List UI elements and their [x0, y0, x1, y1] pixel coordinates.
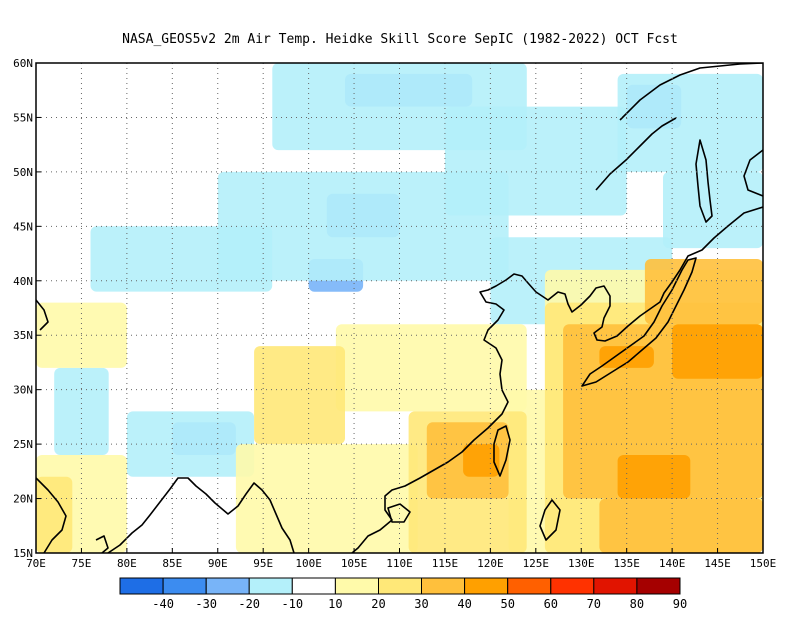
coastline-arabian-sea-south	[36, 477, 67, 553]
lon-tick-label: 120E	[477, 557, 504, 570]
lat-tick-label: 45N	[13, 220, 33, 233]
map-frame	[35, 62, 764, 554]
lat-tick-label: 50N	[13, 166, 33, 179]
lat-tick-label: 35N	[13, 329, 33, 342]
lon-tick-label: 80E	[117, 557, 137, 570]
lat-tick-label: 60N	[13, 57, 33, 70]
lat-tick-label: 30N	[13, 384, 33, 397]
skill-region-20	[36, 476, 73, 553]
colorbar-swatch	[507, 577, 552, 595]
lon-tick-label: 105E	[341, 557, 368, 570]
skill-region-30	[644, 259, 763, 325]
skill-region-40	[617, 455, 691, 499]
colorbar-label: 30	[414, 597, 428, 611]
skill-region-40	[672, 324, 763, 379]
skill-region-20	[254, 346, 345, 445]
coastline-okhotsk	[619, 63, 763, 121]
colorbar-label: -40	[152, 597, 174, 611]
lat-tick-label: 40N	[13, 275, 33, 288]
colorbar-label: 90	[673, 597, 687, 611]
colorbar-swatch	[636, 577, 681, 595]
lat-tick-label: 15N	[13, 547, 33, 560]
lon-tick-label: 140E	[659, 557, 686, 570]
colorbar-label: 20	[371, 597, 385, 611]
figure-title: NASA_GEOS5v2 2m Air Temp. Heidke Skill S…	[122, 32, 678, 47]
colorbar-swatch	[593, 577, 638, 595]
skill-region-neg10	[90, 226, 273, 292]
colorbar-label: 40	[457, 597, 471, 611]
coastline-layer	[36, 63, 763, 553]
skill-region-10	[335, 324, 527, 412]
colorbar-swatch	[205, 577, 250, 595]
colorbar-label: 10	[328, 597, 342, 611]
lat-lon-grid	[35, 62, 764, 554]
lon-tick-label: 100E	[295, 557, 322, 570]
colorbar-label: -20	[238, 597, 260, 611]
lon-tick-label: 125E	[523, 557, 550, 570]
lon-tick-label: 70E	[26, 557, 46, 570]
coastline-arabian-sea	[36, 299, 49, 331]
coastline-philippines	[539, 499, 561, 541]
coastline-okhotsk-south	[595, 117, 677, 191]
coastline-hainan	[387, 503, 411, 523]
skill-region-30	[599, 498, 763, 553]
colorbar-swatch	[119, 577, 164, 595]
colorbar-label: 60	[544, 597, 558, 611]
colorbar-swatch	[291, 577, 336, 595]
colorbar: -40 -30 -20 -10 10 20 30 40 50 60 70 80 90	[119, 577, 687, 611]
lon-tick-label: 90E	[208, 557, 228, 570]
colorbar-label: -10	[281, 597, 303, 611]
colorbar-label: -30	[195, 597, 217, 611]
lon-tick-label: 145E	[704, 557, 731, 570]
lon-tick-label: 150E	[750, 557, 777, 570]
skill-region-neg10	[617, 73, 763, 172]
lon-tick-label: 115E	[432, 557, 459, 570]
map-panel: 70E 75E 80E 85E 90E 95E 100E 105E 110E 115E 120E 12…	[13, 57, 776, 570]
lon-tick-label: 130E	[568, 557, 595, 570]
colorbar-swatch	[334, 577, 379, 595]
coastline-mainland-east	[351, 206, 763, 553]
lon-tick-label: 110E	[386, 557, 413, 570]
colorbar-swatch	[162, 577, 207, 595]
longitude-tick-labels: 70E 75E 80E 85E 90E 95E 100E 105E 110E 115E 120E 12…	[26, 557, 776, 570]
lon-tick-label: 95E	[253, 557, 273, 570]
coastline-mainland-west	[107, 477, 295, 553]
skill-region-neg10	[217, 171, 509, 281]
lon-tick-label: 85E	[162, 557, 182, 570]
colorbar-label: 80	[630, 597, 644, 611]
colorbar-swatch	[464, 577, 509, 595]
skill-region-neg10	[126, 411, 255, 477]
colorbar-swatch	[550, 577, 595, 595]
skill-region-neg10	[663, 171, 763, 249]
colorbar-swatch	[378, 577, 423, 595]
colorbar-label: 70	[587, 597, 601, 611]
coastline-japan	[581, 257, 697, 387]
lat-tick-label: 55N	[13, 111, 33, 124]
colorbar-label: 50	[500, 597, 514, 611]
lat-tick-label: 20N	[13, 493, 33, 506]
colorbar-swatch	[421, 577, 466, 595]
lon-tick-label: 135E	[613, 557, 640, 570]
coastline-kamchatka	[743, 149, 763, 197]
skill-region-neg10	[444, 106, 627, 216]
coastline-sri-lanka	[95, 535, 109, 553]
coastline-taiwan	[493, 425, 511, 477]
lat-tick-label: 25N	[13, 438, 33, 451]
lon-tick-label: 75E	[72, 557, 92, 570]
coastline-sakhalin	[695, 139, 713, 223]
latitude-tick-labels: 15N 20N 25N 30N 35N 40N 45N 50N 55N 60N	[13, 57, 33, 560]
colorbar-swatch	[248, 577, 293, 595]
skill-region-neg10	[54, 367, 109, 455]
